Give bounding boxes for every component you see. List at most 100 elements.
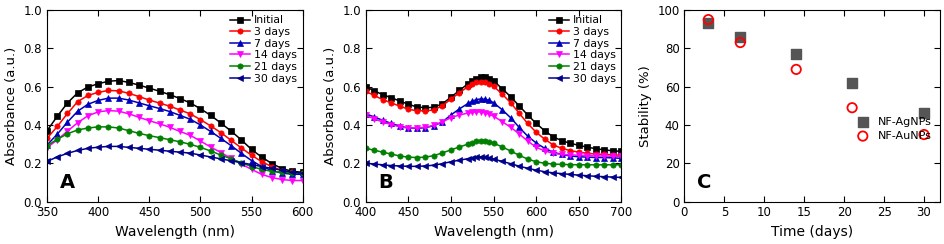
7 days xyxy=(598,156,609,159)
3 days xyxy=(277,169,288,172)
3 days xyxy=(360,90,371,93)
7 days xyxy=(235,152,246,155)
Initial xyxy=(453,89,464,92)
3 days xyxy=(555,147,566,150)
14 days xyxy=(462,112,473,114)
14 days xyxy=(538,150,549,152)
30 days xyxy=(445,160,456,163)
Y-axis label: Absorbance (a.u.): Absorbance (a.u.) xyxy=(5,47,18,165)
30 days xyxy=(194,153,206,156)
30 days xyxy=(487,158,498,161)
Initial xyxy=(402,103,413,106)
3 days xyxy=(436,104,447,107)
14 days xyxy=(184,134,195,137)
7 days xyxy=(164,110,176,113)
NF-AuNPs xyxy=(844,106,859,110)
3 days xyxy=(419,109,430,112)
3 days xyxy=(598,153,609,156)
7 days xyxy=(615,157,626,160)
7 days xyxy=(215,137,227,140)
21 days xyxy=(245,165,257,168)
7 days xyxy=(462,102,473,105)
14 days xyxy=(606,155,617,158)
14 days xyxy=(82,114,93,117)
NF-AuNPs xyxy=(788,67,803,71)
3 days xyxy=(82,94,93,97)
14 days xyxy=(113,110,125,113)
21 days xyxy=(72,129,83,132)
21 days xyxy=(133,132,144,135)
3 days xyxy=(174,109,185,112)
21 days xyxy=(470,140,481,143)
3 days xyxy=(184,112,195,115)
Initial xyxy=(154,90,165,93)
Initial xyxy=(184,102,195,104)
Initial xyxy=(530,122,541,125)
21 days xyxy=(42,144,53,147)
7 days xyxy=(256,165,267,168)
7 days xyxy=(538,147,549,150)
Line: 3 days: 3 days xyxy=(362,79,623,158)
14 days xyxy=(436,121,447,123)
Line: 21 days: 21 days xyxy=(362,138,623,167)
7 days xyxy=(513,126,524,129)
7 days xyxy=(445,113,456,116)
3 days xyxy=(487,85,498,88)
3 days xyxy=(61,112,73,115)
Text: A: A xyxy=(59,173,75,192)
3 days xyxy=(52,125,63,128)
30 days xyxy=(61,152,73,155)
Initial xyxy=(256,156,267,159)
NF-AuNPs xyxy=(916,132,931,136)
7 days xyxy=(194,123,206,126)
7 days xyxy=(479,98,490,101)
NF-AgNPs xyxy=(916,112,931,115)
21 days xyxy=(572,163,583,166)
30 days xyxy=(385,164,396,167)
Line: Initial: Initial xyxy=(44,78,305,175)
X-axis label: Wavelength (nm): Wavelength (nm) xyxy=(115,225,235,239)
Initial xyxy=(174,97,185,100)
Initial xyxy=(296,171,308,174)
30 days xyxy=(82,147,93,150)
14 days xyxy=(194,140,206,142)
NF-AgNPs xyxy=(732,35,747,39)
3 days xyxy=(245,154,257,157)
3 days xyxy=(154,102,165,105)
21 days xyxy=(513,154,524,157)
7 days xyxy=(453,107,464,110)
14 days xyxy=(368,117,379,120)
14 days xyxy=(164,126,176,129)
14 days xyxy=(555,153,566,156)
21 days xyxy=(103,125,114,128)
30 days xyxy=(419,164,430,167)
3 days xyxy=(479,81,490,83)
21 days xyxy=(123,129,134,132)
14 days xyxy=(475,111,486,113)
21 days xyxy=(487,142,498,145)
30 days xyxy=(475,155,486,158)
3 days xyxy=(547,143,558,146)
21 days xyxy=(368,149,379,152)
30 days xyxy=(286,171,297,174)
30 days xyxy=(547,171,558,174)
3 days xyxy=(589,152,600,155)
30 days xyxy=(174,151,185,154)
21 days xyxy=(598,163,609,166)
Line: 14 days: 14 days xyxy=(44,108,305,183)
Initial xyxy=(466,79,478,82)
21 days xyxy=(143,134,155,137)
14 days xyxy=(598,154,609,157)
Initial xyxy=(113,79,125,82)
7 days xyxy=(72,110,83,113)
21 days xyxy=(581,163,592,166)
7 days xyxy=(521,135,532,138)
21 days xyxy=(555,163,566,166)
21 days xyxy=(445,148,456,151)
30 days xyxy=(245,163,257,166)
30 days xyxy=(93,146,104,149)
3 days xyxy=(164,105,176,108)
30 days xyxy=(530,169,541,172)
3 days xyxy=(615,154,626,157)
21 days xyxy=(226,157,237,160)
